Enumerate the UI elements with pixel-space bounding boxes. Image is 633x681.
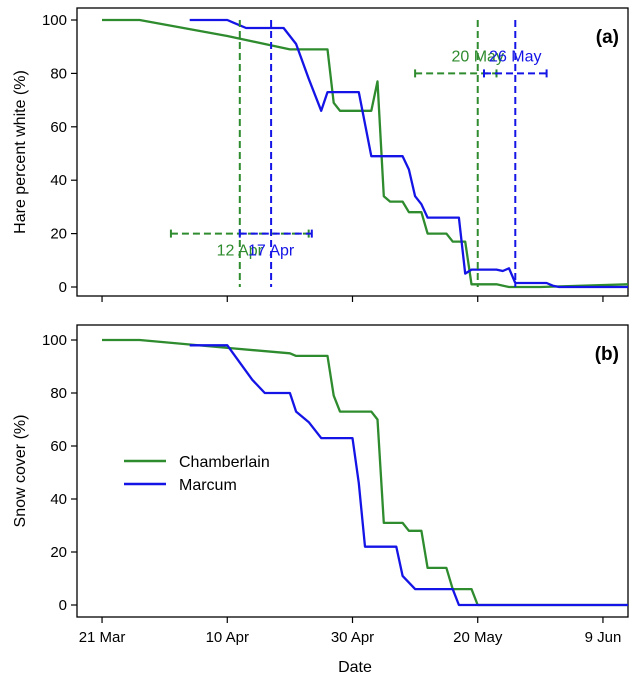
y-tick-label-80: 80 — [50, 65, 67, 82]
panel-a-label: (a) — [596, 27, 619, 48]
panel-a-x-ticks — [101, 296, 604, 302]
panel-a-series — [102, 18, 629, 289]
y-tick-label-40: 40 — [50, 491, 67, 508]
x-tick-label-21-mar: 21 Mar — [79, 629, 126, 646]
series-line-chamberlain — [102, 338, 628, 607]
y-tick-label-0: 0 — [59, 279, 67, 296]
y-tick-label-60: 60 — [50, 119, 67, 136]
legend: Chamberlain Marcum — [124, 454, 270, 494]
series-line-chamberlain — [102, 18, 629, 289]
y-tick-label-100: 100 — [42, 12, 67, 29]
y-tick-label-20: 20 — [50, 226, 67, 243]
panel-b-x-ticks: 21 Mar 10 Apr 30 Apr 20 May 9 Jun — [79, 617, 622, 646]
annotation-label-chamberlain-20-may: 20 May — [451, 48, 503, 65]
panel-b-series — [102, 338, 628, 607]
panel-b-label: (b) — [595, 344, 619, 365]
panel-a-ylabel: Hare percent white (%) — [12, 70, 29, 234]
y-tick-label-40: 40 — [50, 172, 67, 189]
legend-label-chamberlain: Chamberlain — [179, 454, 270, 471]
annotation-label-chamberlain-12-apr: 12 Apr — [217, 243, 264, 260]
y-tick-label-20: 20 — [50, 544, 67, 561]
x-axis-title: Date — [338, 659, 372, 676]
y-tick-label-100: 100 — [42, 332, 67, 349]
y-tick-label-0: 0 — [59, 597, 67, 614]
series-line-marcum — [189, 344, 628, 607]
series-line-marcum — [189, 18, 628, 289]
y-tick-label-60: 60 — [50, 438, 67, 455]
y-tick-label-80: 80 — [50, 385, 67, 402]
panel-b-y-ticks: 0 20 40 60 80 100 — [42, 332, 77, 614]
x-tick-label-10-apr: 10 Apr — [206, 629, 249, 646]
annotation-label-marcum-26-may: 26 May — [489, 48, 541, 65]
panel-a-frame — [76, 7, 629, 297]
panel-b: 0 20 40 60 80 100 21 Mar 10 Apr 30 Apr 20 May 9 J… — [12, 324, 629, 646]
x-tick-label-30-apr: 30 Apr — [331, 629, 374, 646]
legend-label-marcum: Marcum — [179, 477, 237, 494]
x-tick-label-20-may: 20 May — [453, 629, 503, 646]
x-tick-label-9-jun: 9 Jun — [585, 629, 622, 646]
panel-a-y-ticks: 0 20 40 60 80 100 — [42, 12, 77, 296]
annotation-label-marcum-17-apr: 17 Apr — [248, 243, 295, 260]
panel-b-ylabel: Snow cover (%) — [12, 415, 29, 528]
panel-b-frame — [76, 324, 629, 618]
